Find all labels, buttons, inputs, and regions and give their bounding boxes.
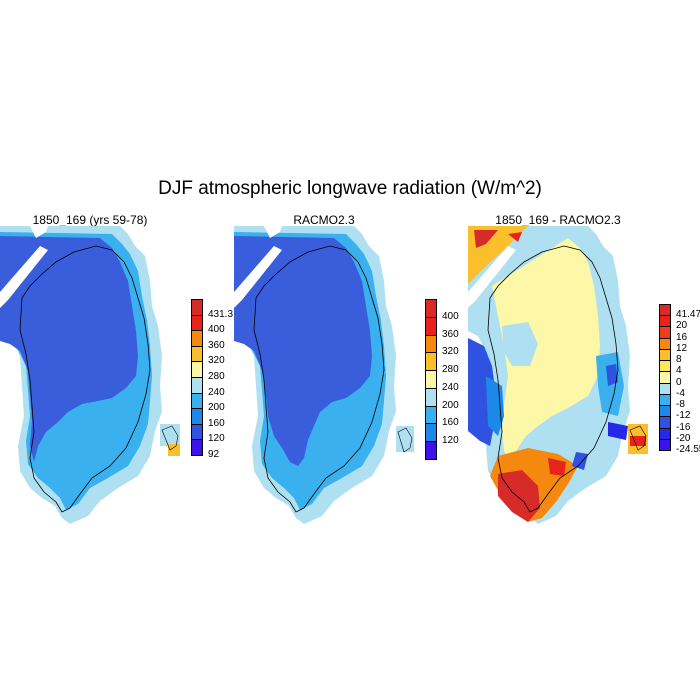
colorbar-label: 120 [208,433,225,445]
colorbar-label: -8 [676,399,685,411]
colorbar-label: 320 [442,346,459,358]
colorbar-label: 0 [676,376,682,388]
colorbar-swatch [425,316,437,336]
colorbar-label: 16 [676,331,688,343]
colorbar-swatch [191,423,203,441]
colorbar-swatch [425,299,437,318]
panel-2-map [234,226,414,524]
colorbar-label: 92 [208,449,220,460]
colorbar-swatch [191,299,203,316]
colorbar-swatch [425,370,437,389]
colorbar-swatch [191,439,203,456]
colorbar-swatch [191,377,203,394]
colorbar-label: -16 [676,421,691,433]
colorbar-label: 20 [676,320,688,332]
colorbar-label: -12 [676,410,691,422]
colorbar-label: 200 [442,399,459,411]
colorbar-label: 431.3 [208,308,234,320]
colorbar-label: 4 [676,365,682,377]
colorbar-swatch [191,408,203,425]
colorbar-swatch [191,314,203,332]
colorbar-label: 240 [208,386,225,398]
colorbar-swatch [659,438,671,451]
colorbar-label: 360 [442,328,459,340]
colorbar-label: 280 [442,364,459,376]
colorbar-swatch [425,387,437,407]
colorbar-swatch [425,405,437,425]
colorbar-label: -20 [676,432,691,444]
colorbar-swatch [191,361,203,378]
colorbar-label: 160 [442,417,459,429]
panel-1-map [0,226,180,524]
colorbar-swatch [191,345,203,363]
panel-3-title: 1850_169 - RACMO2.3 [495,213,621,227]
colorbar-swatch [191,392,203,410]
colorbar-swatch [425,441,437,460]
colorbar-label: 360 [208,339,225,351]
colorbar-label: -4 [676,387,685,399]
colorbar-swatch [425,352,437,372]
colorbar-swatch [425,423,437,443]
colorbar-label: 320 [208,355,225,367]
colorbar-label: 160 [208,417,225,429]
panel-2-colorbar: 400 360 320 280 240 200 160 120 [425,299,485,460]
panel-2-title: RACMO2.3 [293,213,355,227]
colorbar-label: 400 [442,310,459,322]
colorbar-label: 200 [208,402,225,414]
colorbar-label: 8 [676,354,682,366]
colorbar-label: -24.55 [676,444,700,455]
colorbar-label: 240 [442,381,459,393]
figure-title: DJF atmospheric longwave radiation (W/m^… [158,178,542,199]
colorbar-swatch [191,330,203,347]
panel-1-colorbar: 431.3 400 360 320 280 240 200 160 120 92 [191,299,251,460]
panel-3-map [468,226,648,524]
colorbar-label: 120 [442,435,459,447]
colorbar-label: 12 [676,342,688,354]
colorbar-label: 41.47 [676,309,700,321]
colorbar-label: 400 [208,324,225,336]
colorbar-swatch [425,334,437,354]
colorbar-label: 280 [208,371,225,382]
panel-1-title: 1850_169 (yrs 59-78) [32,213,148,227]
